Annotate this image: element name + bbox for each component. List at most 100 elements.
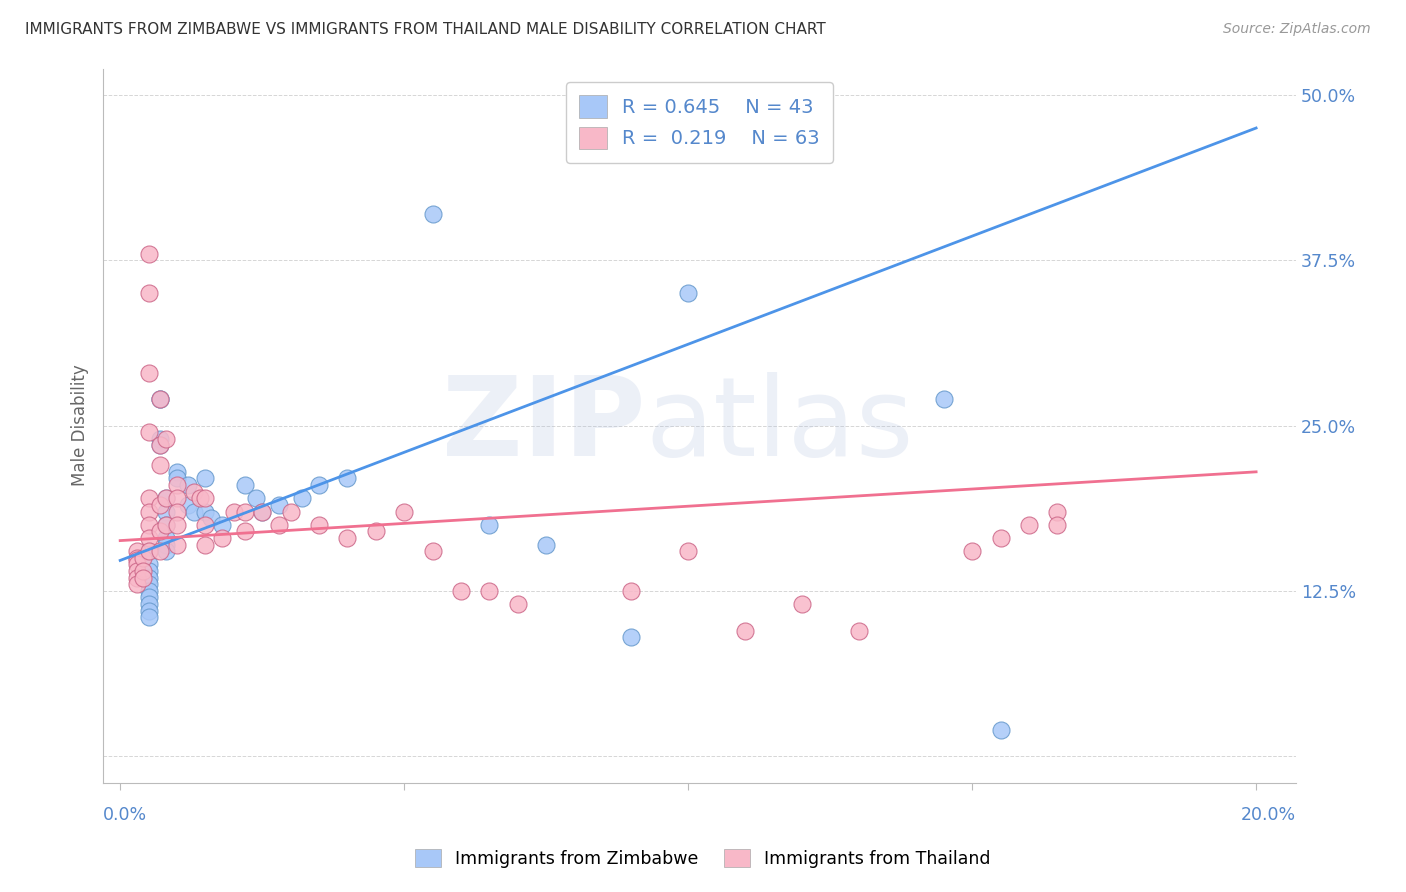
- Point: [269, 517, 291, 532]
- Point: [138, 604, 160, 618]
- Point: [138, 577, 160, 591]
- Point: [250, 504, 273, 518]
- Point: [1018, 517, 1040, 532]
- Text: IMMIGRANTS FROM ZIMBABWE VS IMMIGRANTS FROM THAILAND MALE DISABILITY CORRELATION: IMMIGRANTS FROM ZIMBABWE VS IMMIGRANTS F…: [25, 22, 827, 37]
- Point: [155, 491, 177, 506]
- Point: [620, 630, 643, 644]
- Point: [364, 524, 387, 539]
- Point: [149, 392, 172, 406]
- Point: [138, 571, 160, 585]
- Point: [127, 553, 149, 567]
- Point: [132, 550, 155, 565]
- Point: [166, 491, 188, 506]
- Point: [138, 504, 160, 518]
- Point: [138, 425, 160, 439]
- Point: [127, 571, 149, 585]
- Point: [149, 438, 172, 452]
- Legend: Immigrants from Zimbabwe, Immigrants from Thailand: Immigrants from Zimbabwe, Immigrants fro…: [406, 840, 1000, 876]
- Point: [188, 491, 211, 506]
- Point: [138, 583, 160, 598]
- Point: [250, 504, 273, 518]
- Point: [233, 524, 256, 539]
- Point: [534, 537, 557, 551]
- Point: [132, 571, 155, 585]
- Point: [138, 591, 160, 605]
- Point: [177, 498, 200, 512]
- Point: [676, 544, 699, 558]
- Point: [149, 524, 172, 539]
- Text: atlas: atlas: [645, 372, 914, 479]
- Point: [194, 517, 217, 532]
- Legend: R = 0.645    N = 43, R =  0.219    N = 63: R = 0.645 N = 43, R = 0.219 N = 63: [565, 82, 834, 162]
- Point: [245, 491, 267, 506]
- Point: [155, 544, 177, 558]
- Point: [211, 531, 233, 545]
- Point: [183, 484, 205, 499]
- Point: [138, 564, 160, 578]
- Point: [308, 478, 330, 492]
- Point: [155, 531, 177, 545]
- Point: [177, 478, 200, 492]
- Point: [138, 610, 160, 624]
- Point: [676, 286, 699, 301]
- Point: [222, 504, 245, 518]
- Point: [149, 432, 172, 446]
- Point: [1046, 504, 1069, 518]
- Point: [990, 531, 1012, 545]
- Text: 0.0%: 0.0%: [103, 806, 148, 824]
- Point: [1046, 517, 1069, 532]
- Text: Source: ZipAtlas.com: Source: ZipAtlas.com: [1223, 22, 1371, 37]
- Point: [138, 531, 160, 545]
- Point: [155, 432, 177, 446]
- Point: [450, 583, 472, 598]
- Point: [155, 491, 177, 506]
- Point: [269, 498, 291, 512]
- Point: [200, 511, 222, 525]
- Point: [848, 624, 870, 638]
- Text: 20.0%: 20.0%: [1240, 806, 1296, 824]
- Point: [155, 517, 177, 532]
- Point: [127, 558, 149, 572]
- Point: [138, 544, 160, 558]
- Point: [233, 478, 256, 492]
- Point: [392, 504, 415, 518]
- Point: [422, 207, 444, 221]
- Point: [149, 392, 172, 406]
- Point: [183, 504, 205, 518]
- Point: [149, 498, 172, 512]
- Point: [194, 537, 217, 551]
- Text: ZIP: ZIP: [443, 372, 645, 479]
- Point: [336, 471, 359, 485]
- Point: [166, 478, 188, 492]
- Point: [960, 544, 983, 558]
- Point: [166, 504, 188, 518]
- Point: [155, 504, 177, 518]
- Point: [194, 471, 217, 485]
- Point: [166, 471, 188, 485]
- Point: [166, 517, 188, 532]
- Point: [422, 544, 444, 558]
- Point: [166, 537, 188, 551]
- Point: [155, 517, 177, 532]
- Point: [932, 392, 955, 406]
- Point: [127, 577, 149, 591]
- Point: [138, 286, 160, 301]
- Point: [166, 465, 188, 479]
- Point: [990, 723, 1012, 737]
- Point: [127, 564, 149, 578]
- Point: [506, 597, 529, 611]
- Point: [138, 597, 160, 611]
- Point: [478, 517, 501, 532]
- Point: [138, 246, 160, 260]
- Point: [149, 392, 172, 406]
- Point: [138, 558, 160, 572]
- Point: [155, 537, 177, 551]
- Point: [138, 517, 160, 532]
- Point: [138, 544, 160, 558]
- Point: [149, 438, 172, 452]
- Y-axis label: Male Disability: Male Disability: [72, 365, 89, 486]
- Point: [127, 550, 149, 565]
- Point: [620, 583, 643, 598]
- Point: [308, 517, 330, 532]
- Point: [336, 531, 359, 545]
